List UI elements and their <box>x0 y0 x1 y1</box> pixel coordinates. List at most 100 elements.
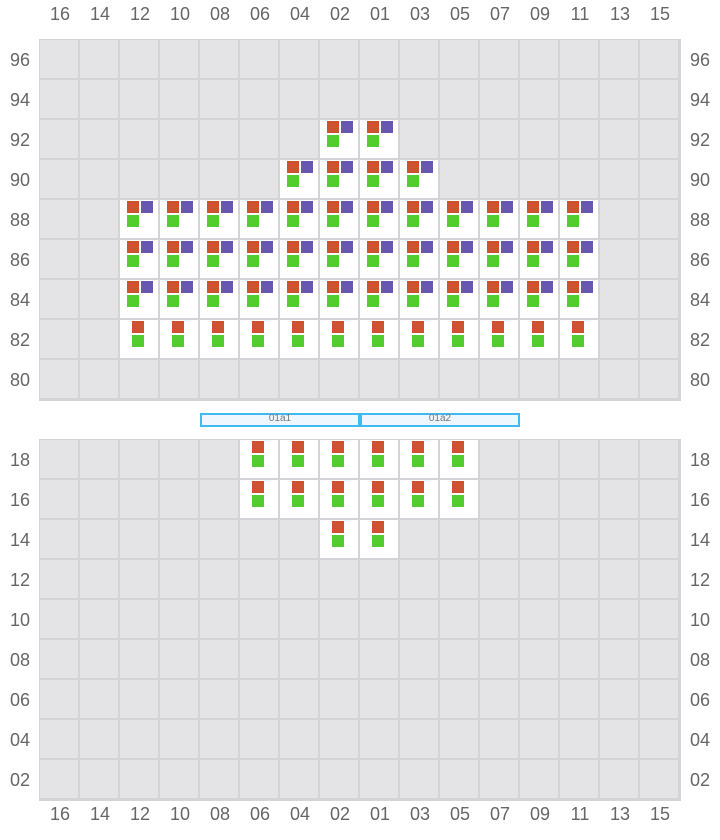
slot-cell-occupied[interactable] <box>200 240 238 278</box>
slot-cell-occupied[interactable] <box>280 320 318 358</box>
slot-cell-empty[interactable] <box>480 360 518 398</box>
slot-cell-empty[interactable] <box>640 440 678 478</box>
slot-cell-empty[interactable] <box>600 480 638 518</box>
slot-cell-empty[interactable] <box>80 480 118 518</box>
slot-cell-empty[interactable] <box>600 240 638 278</box>
slot-cell-occupied[interactable] <box>440 320 478 358</box>
slot-cell-empty[interactable] <box>400 640 438 678</box>
slot-cell-empty[interactable] <box>520 360 558 398</box>
slot-cell-empty[interactable] <box>640 680 678 718</box>
slot-cell-empty[interactable] <box>280 40 318 78</box>
slot-cell-empty[interactable] <box>80 520 118 558</box>
slot-cell-empty[interactable] <box>440 360 478 398</box>
slot-cell-empty[interactable] <box>480 120 518 158</box>
slot-cell-empty[interactable] <box>320 640 358 678</box>
slot-cell-empty[interactable] <box>440 640 478 678</box>
slot-cell-occupied[interactable] <box>520 280 558 318</box>
slot-cell-empty[interactable] <box>560 360 598 398</box>
slot-cell-empty[interactable] <box>40 200 78 238</box>
slot-cell-empty[interactable] <box>480 440 518 478</box>
slot-cell-empty[interactable] <box>400 680 438 718</box>
slot-cell-empty[interactable] <box>80 600 118 638</box>
slot-cell-empty[interactable] <box>400 760 438 798</box>
slot-cell-occupied[interactable] <box>160 280 198 318</box>
slot-cell-occupied[interactable] <box>320 440 358 478</box>
slot-cell-empty[interactable] <box>400 720 438 758</box>
slot-cell-empty[interactable] <box>640 200 678 238</box>
slot-cell-empty[interactable] <box>560 600 598 638</box>
slot-cell-occupied[interactable] <box>520 240 558 278</box>
slot-cell-occupied[interactable] <box>160 240 198 278</box>
slot-cell-empty[interactable] <box>200 80 238 118</box>
slot-cell-occupied[interactable] <box>320 240 358 278</box>
slot-cell-empty[interactable] <box>40 120 78 158</box>
slot-cell-occupied[interactable] <box>400 480 438 518</box>
slot-cell-empty[interactable] <box>120 680 158 718</box>
slot-cell-empty[interactable] <box>440 760 478 798</box>
slot-cell-occupied[interactable] <box>240 200 278 238</box>
slot-cell-empty[interactable] <box>360 360 398 398</box>
slot-cell-empty[interactable] <box>160 360 198 398</box>
slot-cell-empty[interactable] <box>400 80 438 118</box>
slot-cell-empty[interactable] <box>40 40 78 78</box>
slot-cell-occupied[interactable] <box>400 280 438 318</box>
slot-cell-empty[interactable] <box>480 720 518 758</box>
slot-cell-empty[interactable] <box>200 440 238 478</box>
slot-cell-empty[interactable] <box>440 160 478 198</box>
slot-cell-empty[interactable] <box>600 720 638 758</box>
slot-cell-empty[interactable] <box>360 680 398 718</box>
slot-cell-empty[interactable] <box>200 640 238 678</box>
slot-cell-empty[interactable] <box>480 520 518 558</box>
slot-cell-empty[interactable] <box>40 320 78 358</box>
slot-cell-empty[interactable] <box>160 600 198 638</box>
slot-cell-empty[interactable] <box>600 760 638 798</box>
slot-cell-empty[interactable] <box>480 160 518 198</box>
slot-cell-occupied[interactable] <box>360 280 398 318</box>
slot-cell-empty[interactable] <box>40 280 78 318</box>
slot-cell-occupied[interactable] <box>400 320 438 358</box>
slot-cell-empty[interactable] <box>440 520 478 558</box>
slot-cell-empty[interactable] <box>200 160 238 198</box>
slot-cell-occupied[interactable] <box>480 320 518 358</box>
slot-cell-occupied[interactable] <box>560 280 598 318</box>
slot-cell-empty[interactable] <box>520 40 558 78</box>
slot-cell-empty[interactable] <box>120 600 158 638</box>
slot-cell-empty[interactable] <box>80 640 118 678</box>
slot-cell-empty[interactable] <box>640 80 678 118</box>
slot-cell-empty[interactable] <box>400 520 438 558</box>
slot-cell-empty[interactable] <box>400 360 438 398</box>
slot-cell-empty[interactable] <box>560 40 598 78</box>
slot-cell-empty[interactable] <box>240 760 278 798</box>
slot-cell-occupied[interactable] <box>360 320 398 358</box>
slot-cell-empty[interactable] <box>120 440 158 478</box>
slot-cell-empty[interactable] <box>120 640 158 678</box>
slot-cell-empty[interactable] <box>280 680 318 718</box>
slot-cell-empty[interactable] <box>640 120 678 158</box>
slot-cell-occupied[interactable] <box>320 520 358 558</box>
slot-cell-empty[interactable] <box>40 760 78 798</box>
slot-cell-occupied[interactable] <box>280 480 318 518</box>
slot-cell-empty[interactable] <box>280 720 318 758</box>
slot-cell-empty[interactable] <box>360 600 398 638</box>
slot-cell-empty[interactable] <box>560 720 598 758</box>
slot-cell-occupied[interactable] <box>360 520 398 558</box>
slot-cell-empty[interactable] <box>520 720 558 758</box>
slot-cell-empty[interactable] <box>40 440 78 478</box>
slot-cell-empty[interactable] <box>200 480 238 518</box>
slot-cell-empty[interactable] <box>40 360 78 398</box>
slot-cell-occupied[interactable] <box>320 160 358 198</box>
slot-cell-occupied[interactable] <box>280 240 318 278</box>
slot-cell-empty[interactable] <box>320 560 358 598</box>
slot-cell-occupied[interactable] <box>240 280 278 318</box>
slot-cell-empty[interactable] <box>120 160 158 198</box>
slot-cell-empty[interactable] <box>120 120 158 158</box>
slot-cell-occupied[interactable] <box>560 320 598 358</box>
slot-cell-empty[interactable] <box>640 160 678 198</box>
slot-cell-empty[interactable] <box>280 760 318 798</box>
slot-cell-empty[interactable] <box>200 760 238 798</box>
slot-cell-empty[interactable] <box>560 480 598 518</box>
slot-cell-empty[interactable] <box>80 720 118 758</box>
slot-cell-empty[interactable] <box>200 600 238 638</box>
slot-cell-empty[interactable] <box>560 560 598 598</box>
slot-cell-empty[interactable] <box>600 40 638 78</box>
